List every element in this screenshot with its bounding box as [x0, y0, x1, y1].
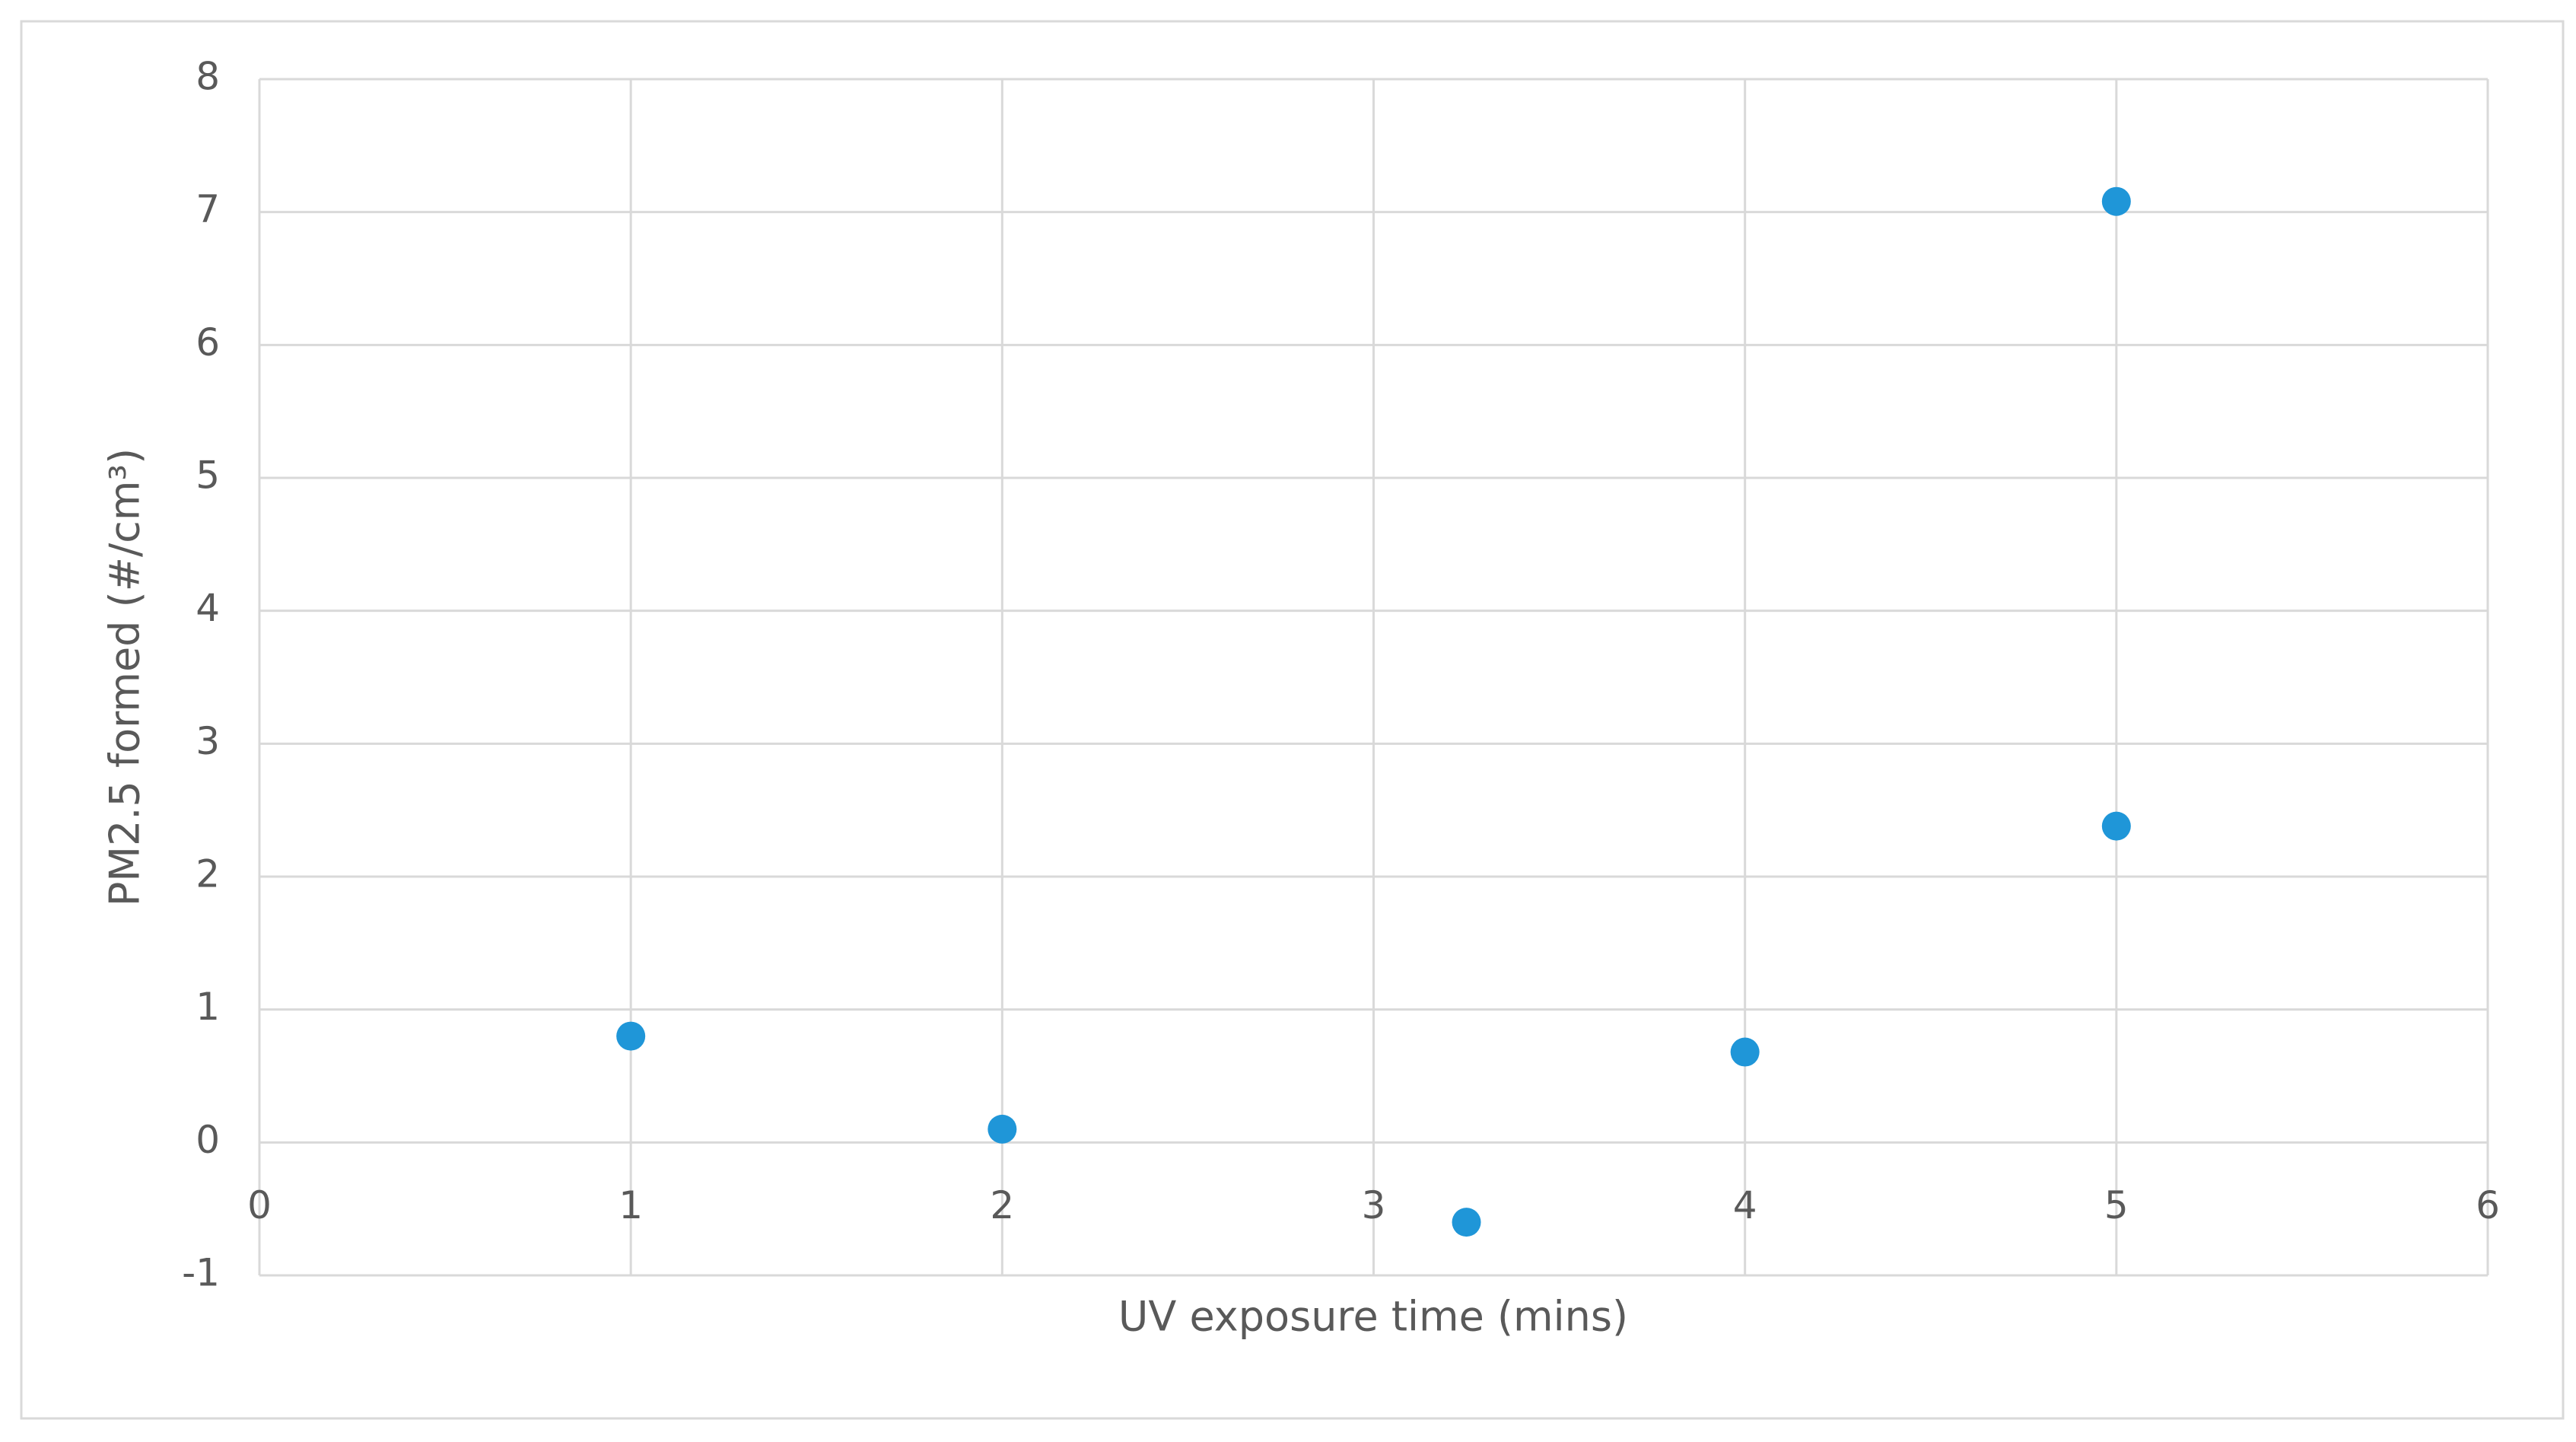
point — [616, 1021, 646, 1051]
point — [1730, 1037, 1760, 1067]
x-tick-label: 4 — [1733, 1183, 1757, 1227]
y-tick-label: 1 — [196, 985, 220, 1029]
y-tick-label: 5 — [196, 454, 220, 498]
x-tick-label: 1 — [619, 1183, 643, 1227]
x-tick-label: 5 — [2104, 1183, 2129, 1227]
y-tick-label: 4 — [196, 586, 220, 630]
point — [2101, 186, 2131, 216]
x-tick-label: 0 — [247, 1183, 272, 1227]
x-tick-label: 6 — [2476, 1183, 2500, 1227]
y-tick-label: 3 — [196, 719, 220, 763]
point — [987, 1114, 1017, 1144]
y-tick-label: 0 — [196, 1118, 220, 1162]
y-axis-title: PM2.5 formed (#/cm³) — [101, 448, 149, 906]
point — [2101, 811, 2131, 841]
y-tick-label: 8 — [196, 55, 220, 99]
chart-border — [20, 20, 2565, 1420]
x-axis-title: UV exposure time (mins) — [1118, 1293, 1628, 1341]
x-tick-label: 3 — [1362, 1183, 1386, 1227]
y-tick-label: 6 — [196, 320, 220, 364]
x-tick-label: 2 — [990, 1183, 1014, 1227]
y-tick-label: -1 — [182, 1251, 220, 1295]
point — [1452, 1208, 1481, 1237]
y-tick-label: 7 — [196, 187, 220, 231]
y-tick-label: 2 — [196, 852, 220, 896]
